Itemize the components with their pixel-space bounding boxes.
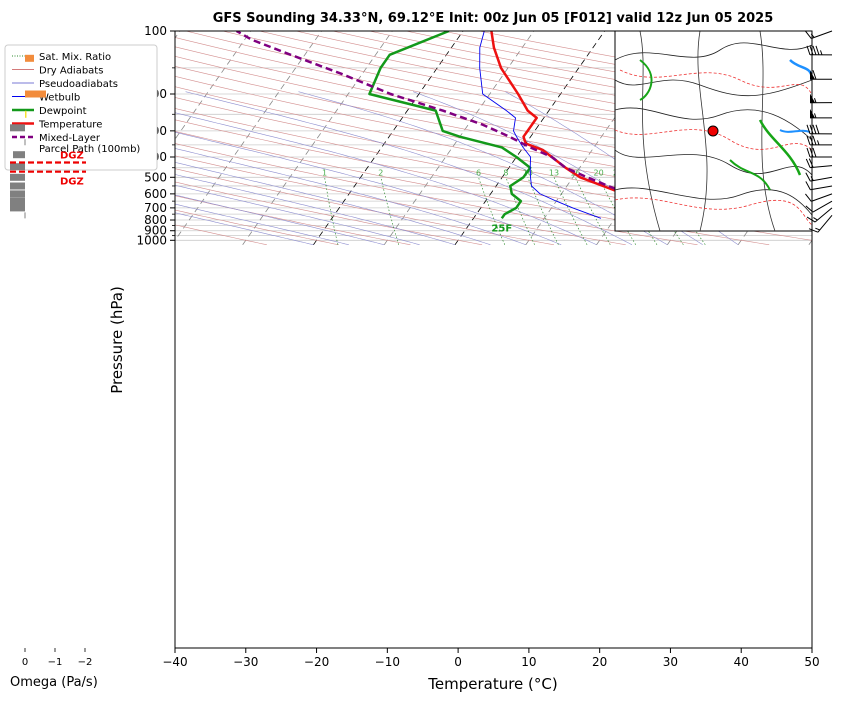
x-tick-label: −30: [233, 655, 258, 669]
isotherm-line: [809, 31, 857, 245]
y-tick-label: 600: [144, 187, 167, 201]
x-tick-label: −40: [162, 655, 187, 669]
y-axis-label: Pressure (hPa): [108, 286, 126, 394]
x-tick-label: 0: [454, 655, 462, 669]
x-tick-label: −10: [375, 655, 400, 669]
legend-label: Sat. Mix. Ratio: [39, 52, 111, 63]
wind-barb: [810, 94, 832, 103]
y-tick-label: 100: [144, 24, 167, 38]
omega-bar: [25, 55, 34, 62]
omega-bar: [13, 151, 25, 158]
legend-label: Temperature: [38, 120, 102, 131]
omega-bar: [10, 198, 25, 205]
legend-label: Dry Adiabats: [39, 66, 103, 77]
x-tick-label: 10: [521, 655, 536, 669]
mixing-ratio-label: 20: [594, 168, 604, 177]
mixing-ratio-label: 6: [476, 168, 481, 177]
y-tick-label: 1000: [136, 233, 167, 247]
x-tick-label: 20: [592, 655, 607, 669]
mixing-ratio-label: 1: [322, 168, 327, 177]
wind-barb: [810, 109, 832, 118]
legend-label: Dewpoint: [39, 106, 87, 117]
omega-bar: [10, 190, 25, 197]
omega-bar: [10, 204, 25, 211]
omega-bar: [10, 183, 25, 190]
location-marker: [708, 126, 718, 136]
x-tick-label: 50: [804, 655, 819, 669]
x-tick-label: 40: [734, 655, 749, 669]
omega-bar: [25, 91, 46, 98]
omega-bar: [25, 111, 27, 118]
omega-bar: [10, 124, 25, 131]
mixing-ratio-label: 8: [503, 168, 508, 177]
omega-bar: [10, 163, 25, 170]
x-tick-label: 30: [663, 655, 678, 669]
dgz-label: DGZ: [60, 177, 84, 188]
x-tick-label: −20: [304, 655, 329, 669]
legend-label: Parcel Path (100mb): [39, 144, 140, 155]
inset-map: [615, 31, 812, 231]
wind-barb: [810, 70, 832, 79]
omega-tick-label: −2: [78, 657, 93, 668]
y-tick-label: 500: [144, 170, 167, 184]
omega-bar: [10, 174, 25, 181]
legend-label: Pseudoadiabats: [39, 79, 118, 90]
omega-tick-label: 0: [22, 657, 28, 668]
chart-title: GFS Sounding 34.33°N, 69.12°E Init: 00z …: [213, 11, 774, 26]
omega-axis-label: Omega (Pa/s): [10, 675, 98, 690]
legend-label: Mixed-Layer: [39, 133, 101, 144]
dgz-label: DGZ: [60, 151, 84, 162]
mixing-ratio-label: 2: [378, 168, 383, 177]
surface-temp-annotation: 25F: [491, 223, 512, 234]
x-axis-label: Temperature (°C): [427, 675, 557, 693]
mixing-ratio-label: 13: [549, 168, 559, 177]
omega-tick-label: −1: [48, 657, 63, 668]
